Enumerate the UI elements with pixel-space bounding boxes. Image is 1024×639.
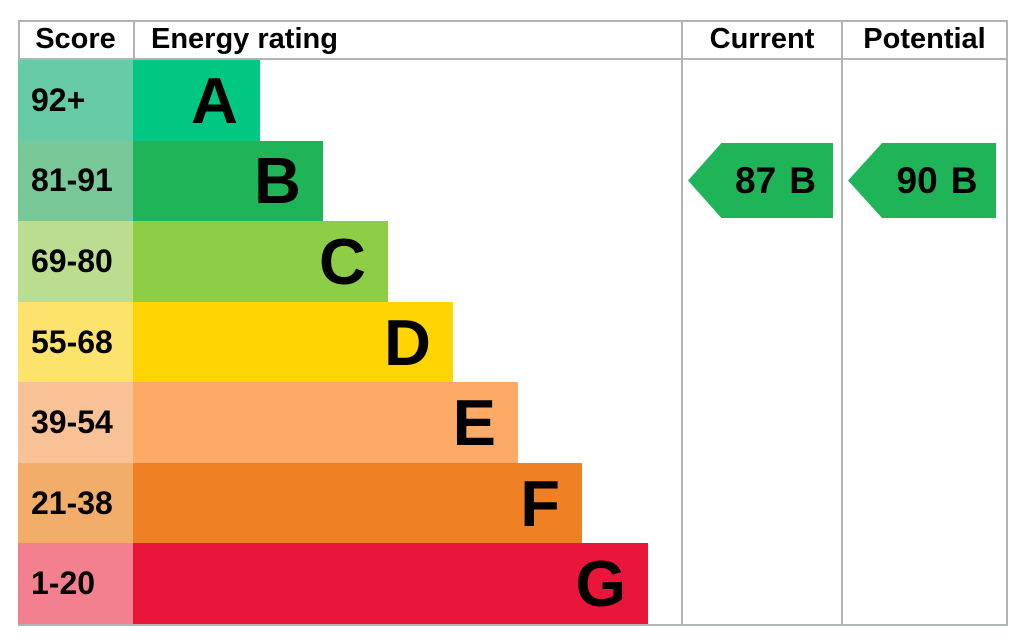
band-letter-D: D xyxy=(384,305,431,379)
score-range-G: 1-20 xyxy=(18,543,133,625)
current-rating-arrow: 87 B xyxy=(688,143,833,218)
band-bar-B: B xyxy=(133,140,323,222)
band-row-C: 69-80 C xyxy=(18,221,1008,302)
table-border-right xyxy=(1006,20,1008,626)
band-row-G: 1-20 G xyxy=(18,543,1008,625)
band-letter-G: G xyxy=(575,547,626,621)
band-bar-F: F xyxy=(133,462,582,544)
energy-band-rows: 92+ A 81-91 B 69-80 C 55-68 D 39-54 E 21-38 F 1-20 G xyxy=(18,60,1008,625)
potential-column-header: Potential xyxy=(863,22,986,55)
band-bar-D: D xyxy=(133,301,453,383)
band-letter-C: C xyxy=(319,224,366,298)
energy-rating-header: Energy rating xyxy=(151,22,338,55)
band-row-F: 21-38 F xyxy=(18,462,1008,544)
potential-rating-band: B xyxy=(950,159,978,201)
potential-rating-value: 90 xyxy=(896,159,938,201)
table-border-top xyxy=(18,20,1008,22)
band-row-B: 81-91 B xyxy=(18,140,1008,222)
band-bar-G: G xyxy=(133,543,648,625)
score-range-E: 39-54 xyxy=(18,382,133,463)
current-rating-band: B xyxy=(789,159,816,201)
current-rating-value: 87 xyxy=(735,159,777,201)
score-range-F: 21-38 xyxy=(18,462,133,544)
score-range-D: 55-68 xyxy=(18,301,133,383)
band-letter-E: E xyxy=(452,386,496,460)
current-column-header: Current xyxy=(709,22,815,55)
score-rating-divider xyxy=(133,20,135,60)
header-border-left xyxy=(18,20,20,60)
band-row-E: 39-54 E xyxy=(18,382,1008,463)
header-divider xyxy=(18,58,1008,60)
potential-column-divider xyxy=(841,20,843,626)
band-bar-C: C xyxy=(133,221,388,302)
band-bar-E: E xyxy=(133,382,518,463)
band-row-D: 55-68 D xyxy=(18,301,1008,383)
score-range-A: 92+ xyxy=(18,60,133,141)
band-row-A: 92+ A xyxy=(18,60,1008,141)
score-range-B: 81-91 xyxy=(18,140,133,222)
potential-rating-arrow: 90 B xyxy=(848,143,996,218)
table-border-bottom xyxy=(18,624,1008,626)
score-column-header: Score xyxy=(35,22,116,55)
band-letter-F: F xyxy=(520,466,560,540)
current-column-divider xyxy=(681,20,683,626)
band-bar-A: A xyxy=(133,60,260,141)
band-letter-B: B xyxy=(254,144,301,218)
band-letter-A: A xyxy=(191,63,238,137)
score-range-C: 69-80 xyxy=(18,221,133,302)
